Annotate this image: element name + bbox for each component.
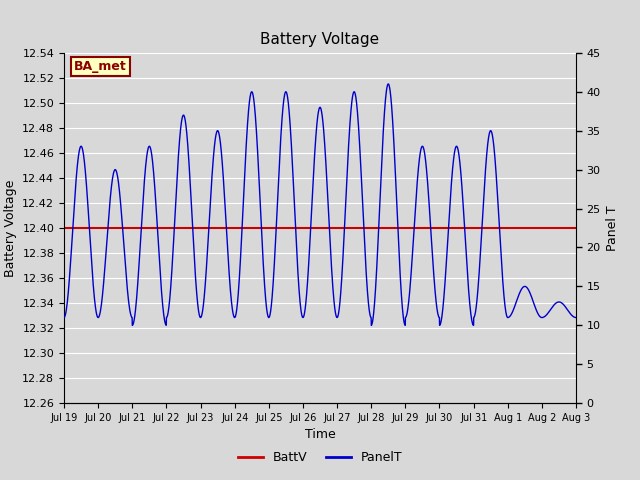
Title: Battery Voltage: Battery Voltage: [260, 33, 380, 48]
Y-axis label: Battery Voltage: Battery Voltage: [4, 180, 17, 276]
Y-axis label: Panel T: Panel T: [606, 205, 619, 251]
X-axis label: Time: Time: [305, 429, 335, 442]
Legend: BattV, PanelT: BattV, PanelT: [232, 446, 408, 469]
Text: BA_met: BA_met: [74, 60, 127, 73]
